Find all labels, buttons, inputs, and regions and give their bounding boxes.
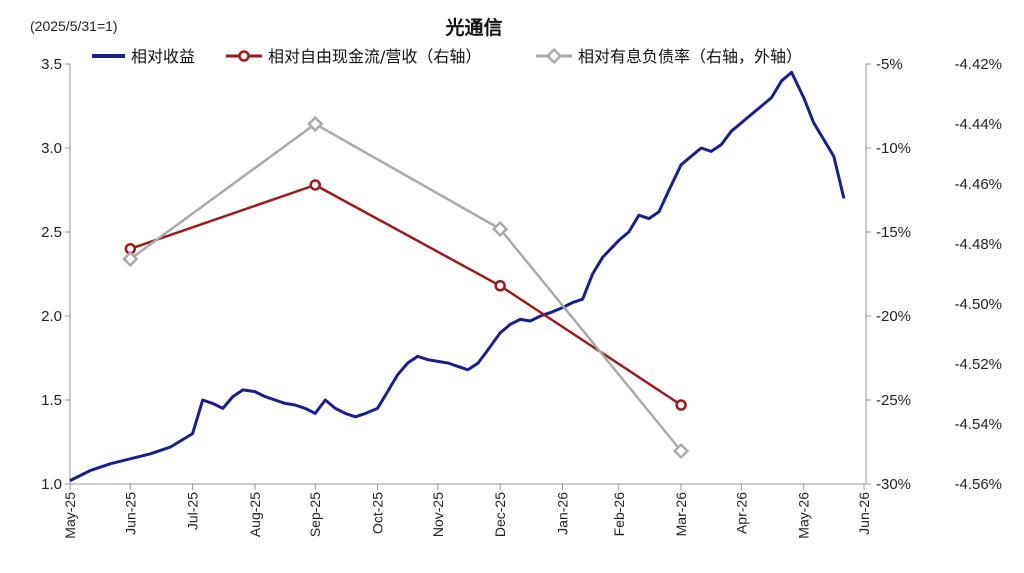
x-tick-label: Mar-26: [673, 492, 689, 537]
outer-tick-label: -4.48%: [954, 236, 1002, 253]
left-tick-label: 1.0: [41, 476, 62, 493]
right-tick-label: -15%: [876, 224, 911, 241]
right-tick-label: -30%: [876, 476, 911, 493]
x-tick-label: Dec-25: [492, 492, 508, 537]
axes: 1.0 1.5 2.0 2.5 3.0 3.5 -5% -10% -15% -20% -25% -30…: [41, 56, 1002, 539]
x-tick-label: Jan-26: [554, 492, 570, 535]
outer-tick-label: -4.56%: [954, 476, 1002, 493]
right-tick-label: -10%: [876, 140, 911, 157]
debt-point: [307, 115, 324, 133]
left-tick-label: 2.0: [41, 308, 62, 325]
debt-point: [672, 442, 690, 460]
legend-marker-debt: [545, 47, 563, 65]
debt-point: [122, 250, 139, 268]
x-tick-label: Nov-25: [430, 492, 446, 537]
outer-tick-label: -4.50%: [954, 296, 1002, 313]
fcf-point: [675, 399, 687, 411]
x-tick-label: Apr-26: [733, 492, 749, 534]
series-line-left: [69, 70, 846, 482]
x-tick-label: May-26: [796, 492, 812, 539]
x-tick-label: May-25: [62, 492, 78, 539]
outer-tick-label: -4.46%: [954, 176, 1002, 193]
outer-tick-label: -4.44%: [954, 116, 1002, 133]
fcf-point: [494, 280, 506, 292]
chart-subtitle: (2025/5/31=1): [30, 18, 118, 34]
x-tick-label: Feb-26: [611, 492, 627, 537]
left-tick-label: 2.5: [41, 224, 62, 241]
debt-point: [492, 220, 509, 238]
left-tick-label: 3.5: [41, 56, 62, 73]
outer-tick-label: -4.52%: [954, 356, 1002, 373]
right-tick-label: -5%: [876, 56, 903, 73]
left-tick-label: 1.5: [41, 392, 62, 409]
right-tick-label: -20%: [876, 308, 911, 325]
series-layer: [69, 70, 846, 482]
series-line-right: [129, 183, 682, 407]
outer-tick-label: -4.42%: [954, 56, 1002, 73]
legend-label-relative-return: 相对收益: [131, 47, 195, 66]
x-tick-label: Oct-25: [370, 492, 386, 534]
x-tick-label: Jun-25: [122, 492, 138, 535]
series-line-outer: [129, 122, 683, 452]
fcf-point: [309, 179, 321, 191]
x-tick-label: Aug-25: [247, 492, 263, 537]
left-tick-label: 3.0: [41, 140, 62, 157]
legend-label-fcf: 相对自由现金流/营收（右轴）: [268, 47, 481, 66]
legend-marker-fcf: [238, 50, 250, 62]
x-tick-label: Jun-26: [856, 492, 872, 535]
x-tick-label: Jul-25: [185, 492, 201, 530]
right-tick-label: -25%: [876, 392, 911, 409]
outer-tick-label: -4.54%: [954, 416, 1002, 433]
legend-label-debt: 相对有息负债率（右轴，外轴）: [578, 47, 802, 66]
legend: 相对收益 相对自由现金流/营收（右轴） 相对有息负债率（右轴，外轴）: [92, 47, 802, 66]
chart-title: 光通信: [444, 16, 502, 39]
x-tick-label: Sep-25: [307, 492, 323, 537]
